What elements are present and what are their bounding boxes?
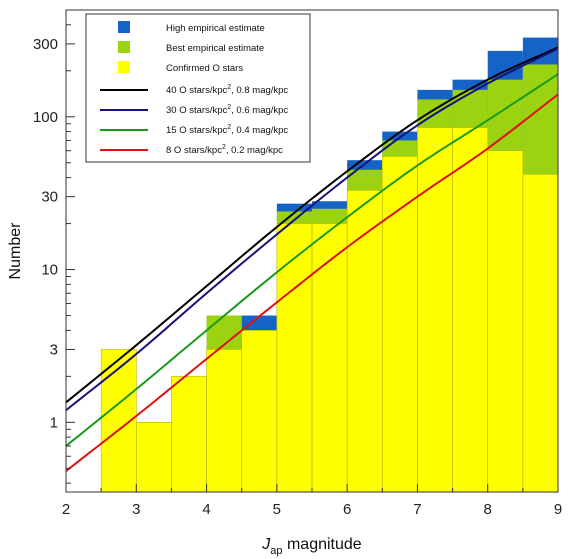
model-curve-40-o-stars-kpc-0-8-mag-kpc [65, 46, 559, 404]
bar-confirmed-o-stars-5 [276, 223, 312, 492]
bar-confirmed-o-stars-11 [487, 150, 523, 492]
legend-label-high-empirical-estimate: High empirical estimate [166, 23, 265, 34]
bar-confirmed-o-stars-10 [452, 127, 488, 493]
model-curve-30-o-stars-kpc-0-6-mag-kpc [65, 47, 559, 412]
legend-label-40-o-stars-kpc-0-8-mag-kpc: 40 O stars/kpc2, 0.8 mag/kpc [166, 84, 288, 96]
x-tick-label-8: 8 [484, 501, 492, 518]
y-axis-title: Number [7, 222, 24, 280]
model-curve-8-o-stars-kpc-0-2-mag-kpc [65, 93, 559, 472]
x-axis-title: Jap magnitude [261, 536, 362, 557]
y-tick-label-30: 30 [41, 189, 58, 206]
legend-label-best-empirical-estimate: Best empirical estimate [166, 43, 264, 54]
x-axis-title-main: J [261, 536, 271, 553]
legend-label-15-o-stars-kpc-0-4-mag-kpc: 15 O stars/kpc2, 0.4 mag/kpc [166, 124, 288, 136]
bar-confirmed-o-stars-9 [417, 127, 453, 493]
model-curves [65, 46, 559, 472]
y-axis-ticks: 1 3 10 30 100 300 [33, 9, 75, 484]
legend-label-30-o-stars-kpc-0-6-mag-kpc: 30 O stars/kpc2, 0.6 mag/kpc [166, 104, 288, 116]
y-tick-label-100: 100 [33, 109, 58, 126]
bar-confirmed-o-stars-8 [382, 156, 418, 492]
x-axis-title-rest: magnitude [283, 536, 362, 553]
x-tick-label-5: 5 [273, 501, 281, 518]
x-tick-label-9: 9 [554, 501, 562, 518]
bar-confirmed-o-stars-12 [522, 174, 558, 492]
legend-swatch-high-empirical-estimate [118, 21, 130, 33]
legend: High empirical estimate Best empirical es… [85, 13, 311, 163]
x-axis-title-sub: ap [270, 545, 282, 557]
y-tick-label-10: 10 [41, 262, 58, 279]
y-tick-label-3: 3 [50, 341, 58, 358]
x-tick-label-7: 7 [413, 501, 421, 518]
x-tick-label-2: 2 [62, 501, 70, 518]
legend-box [85, 13, 311, 163]
x-tick-label-4: 4 [202, 501, 210, 518]
legend-swatch-best-empirical-estimate [118, 41, 130, 53]
legend-swatch-confirmed-o-stars [118, 61, 130, 73]
bar-confirmed-o-stars-3 [206, 349, 242, 492]
y-tick-label-1: 1 [50, 414, 58, 431]
bar-confirmed-o-stars-6 [312, 223, 348, 492]
bar-confirmed-o-stars-2 [171, 376, 207, 492]
model-curve-15-o-stars-kpc-0-4-mag-kpc [65, 73, 559, 447]
legend-label-confirmed-o-stars: Confirmed O stars [166, 63, 243, 74]
y-tick-label-300: 300 [33, 36, 58, 53]
legend-label-8-o-stars-kpc-0-2-mag-kpc: 8 O stars/kpc2, 0.2 mag/kpc [166, 144, 283, 156]
x-axis-ticks: 2 3 4 5 6 7 8 9 [62, 484, 562, 518]
bar-confirmed-o-stars-1 [136, 422, 172, 492]
bar-confirmed-o-stars-4 [241, 330, 277, 492]
x-tick-label-3: 3 [132, 501, 140, 518]
x-tick-label-6: 6 [343, 501, 351, 518]
bar-confirmed-o-stars-7 [347, 190, 383, 493]
histogram-bars [100, 37, 559, 493]
